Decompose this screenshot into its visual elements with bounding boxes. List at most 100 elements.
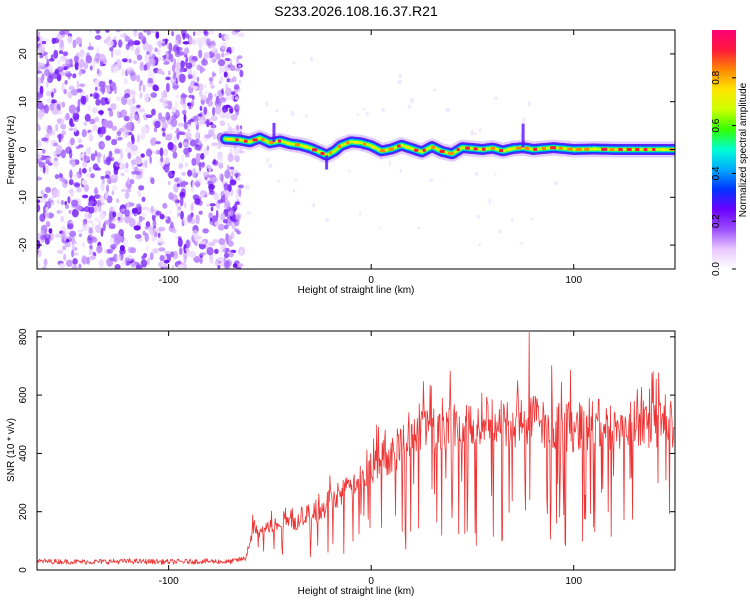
noise-speckle bbox=[111, 190, 115, 196]
noise-speckle bbox=[187, 141, 191, 149]
noise-speckle bbox=[108, 223, 116, 230]
noise-speckle bbox=[223, 183, 229, 191]
noise-speckle bbox=[128, 58, 132, 64]
noise-speckle bbox=[177, 212, 181, 217]
noise-speckle bbox=[89, 173, 95, 179]
noise-speckle bbox=[204, 83, 207, 89]
noise-speckle bbox=[128, 41, 136, 45]
noise-speckle bbox=[65, 259, 73, 267]
noise-speckle bbox=[218, 32, 222, 39]
noise-speckle bbox=[147, 44, 153, 53]
noise-speckle bbox=[72, 258, 78, 265]
track-peak bbox=[533, 147, 538, 151]
noise-speckle bbox=[133, 225, 141, 231]
noise-speckle bbox=[114, 264, 121, 269]
noise-speckle bbox=[73, 182, 81, 187]
noise-speckle bbox=[82, 168, 87, 174]
noise-speckle bbox=[152, 248, 159, 254]
noise-speckle bbox=[203, 90, 209, 95]
noise-speckle bbox=[108, 110, 114, 117]
noise-speckle bbox=[145, 221, 151, 228]
noise-speckle bbox=[171, 106, 177, 113]
noise-speckle bbox=[67, 91, 73, 99]
noise-speckle bbox=[197, 113, 203, 118]
noise-speckle bbox=[116, 211, 122, 218]
noise-speckle bbox=[126, 68, 130, 75]
noise-speckle bbox=[154, 231, 158, 238]
noise-speckle bbox=[214, 248, 219, 254]
noise-speckle bbox=[51, 91, 54, 98]
noise-speckle bbox=[112, 205, 116, 212]
noise-speckle bbox=[123, 238, 128, 247]
noise-speckle bbox=[220, 212, 226, 221]
noise-speckle bbox=[114, 49, 122, 56]
noise-speckle bbox=[64, 80, 68, 85]
noise-speckle bbox=[154, 120, 161, 129]
noise-speckle bbox=[162, 122, 168, 129]
noise-speckle bbox=[40, 76, 44, 84]
track-peak bbox=[558, 146, 563, 150]
noise-speckle bbox=[116, 255, 122, 261]
noise-speckle bbox=[235, 193, 239, 200]
track-peak bbox=[405, 145, 410, 149]
colorbar-ticks: 0.0 0.2 0.4 0.6 0.8 bbox=[711, 70, 736, 276]
noise-speckle bbox=[217, 264, 221, 269]
noise-speckle bbox=[178, 163, 184, 169]
noise-speckle bbox=[94, 150, 98, 157]
noise-speckle bbox=[194, 197, 201, 205]
noise-speckle bbox=[37, 36, 40, 42]
snr-series bbox=[37, 332, 675, 565]
noise-speckle bbox=[138, 82, 142, 92]
colorbar-tick-label: 0.0 bbox=[711, 262, 722, 276]
noise-speckle bbox=[68, 210, 72, 214]
noise-speckle bbox=[94, 204, 98, 214]
noise-speckle bbox=[40, 190, 44, 195]
noise-speckle bbox=[244, 184, 250, 190]
noise-speckle bbox=[217, 256, 225, 262]
noise-speckle bbox=[223, 224, 229, 230]
noise-speckle bbox=[47, 64, 54, 71]
noise-speckle bbox=[53, 88, 56, 94]
noise-speckle bbox=[149, 252, 154, 261]
noise-speckle bbox=[105, 156, 111, 166]
noise-speckle bbox=[206, 119, 210, 128]
noise-speckle bbox=[182, 41, 190, 45]
noise-speckle bbox=[134, 234, 142, 239]
noise-speckle bbox=[179, 191, 185, 198]
noise-speckle bbox=[177, 236, 182, 240]
noise-speckle bbox=[135, 155, 142, 162]
noise-speckle bbox=[190, 203, 194, 212]
noise-speckle bbox=[231, 95, 234, 101]
noise-speckle bbox=[62, 245, 67, 251]
noise-speckle bbox=[98, 53, 106, 62]
colorbar: 0.0 0.2 0.4 0.6 0.8 Normalized spectral ampl… bbox=[711, 30, 749, 276]
noise-speckle bbox=[190, 100, 195, 107]
noise-speckle bbox=[81, 255, 88, 265]
spectrogram-y-ticks: -20 -10 0 10 20 bbox=[18, 48, 675, 252]
noise-speckle bbox=[236, 56, 240, 65]
noise-speckle bbox=[229, 108, 234, 113]
noise-speckle bbox=[233, 55, 237, 60]
noise-speckle bbox=[84, 113, 91, 122]
noise-speckle bbox=[470, 130, 475, 136]
noise-speckle bbox=[65, 238, 70, 243]
noise-speckle bbox=[126, 88, 130, 93]
noise-speckle bbox=[52, 188, 61, 198]
noise-speckle bbox=[37, 31, 41, 37]
noise-speckle bbox=[137, 190, 142, 198]
noise-speckle bbox=[191, 181, 195, 188]
noise-speckle bbox=[38, 126, 41, 132]
noise-speckle bbox=[381, 107, 385, 113]
noise-speckle bbox=[39, 62, 45, 67]
noise-speckle bbox=[68, 118, 73, 127]
noise-speckle bbox=[164, 215, 168, 221]
noise-speckle bbox=[73, 173, 79, 180]
noise-speckle bbox=[397, 79, 403, 85]
noise-speckle bbox=[210, 206, 214, 212]
noise-speckle bbox=[185, 246, 190, 253]
noise-speckle bbox=[124, 168, 129, 173]
noise-speckle bbox=[60, 176, 65, 183]
noise-speckle bbox=[178, 122, 185, 128]
noise-speckle bbox=[134, 48, 140, 56]
noise-speckle bbox=[140, 153, 145, 158]
